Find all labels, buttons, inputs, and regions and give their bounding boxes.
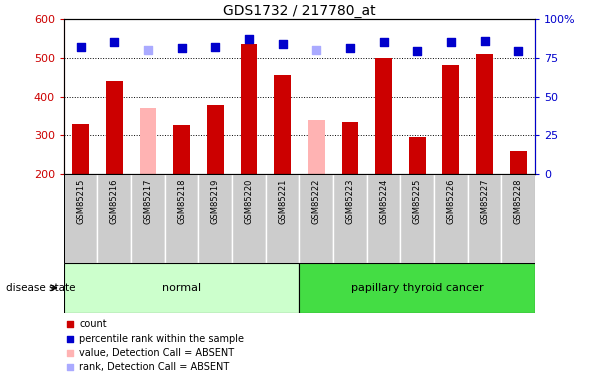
Bar — [308, 120, 325, 174]
Point — [143, 47, 153, 53]
Bar — [468, 174, 502, 262]
Bar — [299, 174, 333, 262]
Bar — [241, 44, 257, 174]
Text: GSM85224: GSM85224 — [379, 179, 388, 224]
Bar — [97, 174, 131, 262]
Point — [65, 350, 75, 356]
Text: GSM85217: GSM85217 — [143, 179, 153, 224]
Text: value, Detection Call = ABSENT: value, Detection Call = ABSENT — [79, 348, 234, 358]
Title: GDS1732 / 217780_at: GDS1732 / 217780_at — [223, 4, 376, 18]
Text: percentile rank within the sample: percentile rank within the sample — [79, 334, 244, 344]
Text: GSM85225: GSM85225 — [413, 179, 422, 224]
Bar — [401, 174, 434, 262]
Bar — [232, 174, 266, 262]
Text: normal: normal — [162, 283, 201, 293]
Bar — [342, 122, 358, 174]
Point — [244, 36, 254, 42]
Bar — [476, 54, 493, 174]
Text: count: count — [79, 320, 106, 329]
Point — [65, 321, 75, 327]
Bar — [131, 174, 165, 262]
Text: GSM85222: GSM85222 — [312, 179, 321, 224]
Bar — [510, 151, 527, 174]
Point — [177, 45, 187, 51]
Bar — [140, 108, 156, 174]
Bar — [173, 124, 190, 174]
Point — [412, 48, 422, 54]
Text: GSM85227: GSM85227 — [480, 179, 489, 224]
Point — [210, 44, 220, 50]
Text: GSM85216: GSM85216 — [110, 179, 119, 224]
Point — [76, 44, 86, 50]
Text: GSM85218: GSM85218 — [177, 179, 186, 224]
Bar — [367, 174, 401, 262]
Bar — [333, 174, 367, 262]
Bar — [207, 105, 224, 174]
Point — [446, 39, 456, 45]
Text: GSM85215: GSM85215 — [76, 179, 85, 224]
Text: papillary thyroid cancer: papillary thyroid cancer — [351, 283, 483, 293]
Point — [379, 39, 389, 45]
Bar — [165, 174, 198, 262]
Point — [480, 38, 489, 44]
Point — [109, 39, 119, 45]
Bar — [274, 75, 291, 174]
Text: GSM85228: GSM85228 — [514, 179, 523, 224]
Text: GSM85226: GSM85226 — [446, 179, 455, 224]
Point — [513, 48, 523, 54]
Text: GSM85221: GSM85221 — [278, 179, 287, 224]
Bar — [72, 124, 89, 174]
Text: disease state: disease state — [6, 283, 75, 293]
Bar — [299, 262, 535, 313]
Text: GSM85223: GSM85223 — [345, 179, 354, 224]
Point — [65, 364, 75, 370]
Bar — [409, 137, 426, 174]
Bar — [64, 262, 299, 313]
Point — [345, 45, 355, 51]
Bar — [375, 58, 392, 174]
Bar — [434, 174, 468, 262]
Text: GSM85219: GSM85219 — [211, 179, 220, 224]
Point — [278, 40, 288, 46]
Bar — [266, 174, 299, 262]
Bar — [198, 174, 232, 262]
Bar — [106, 81, 123, 174]
Text: GSM85220: GSM85220 — [244, 179, 254, 224]
Text: rank, Detection Call = ABSENT: rank, Detection Call = ABSENT — [79, 362, 229, 372]
Bar — [502, 174, 535, 262]
Bar — [64, 174, 97, 262]
Bar — [443, 64, 459, 174]
Point — [65, 336, 75, 342]
Point — [311, 47, 321, 53]
